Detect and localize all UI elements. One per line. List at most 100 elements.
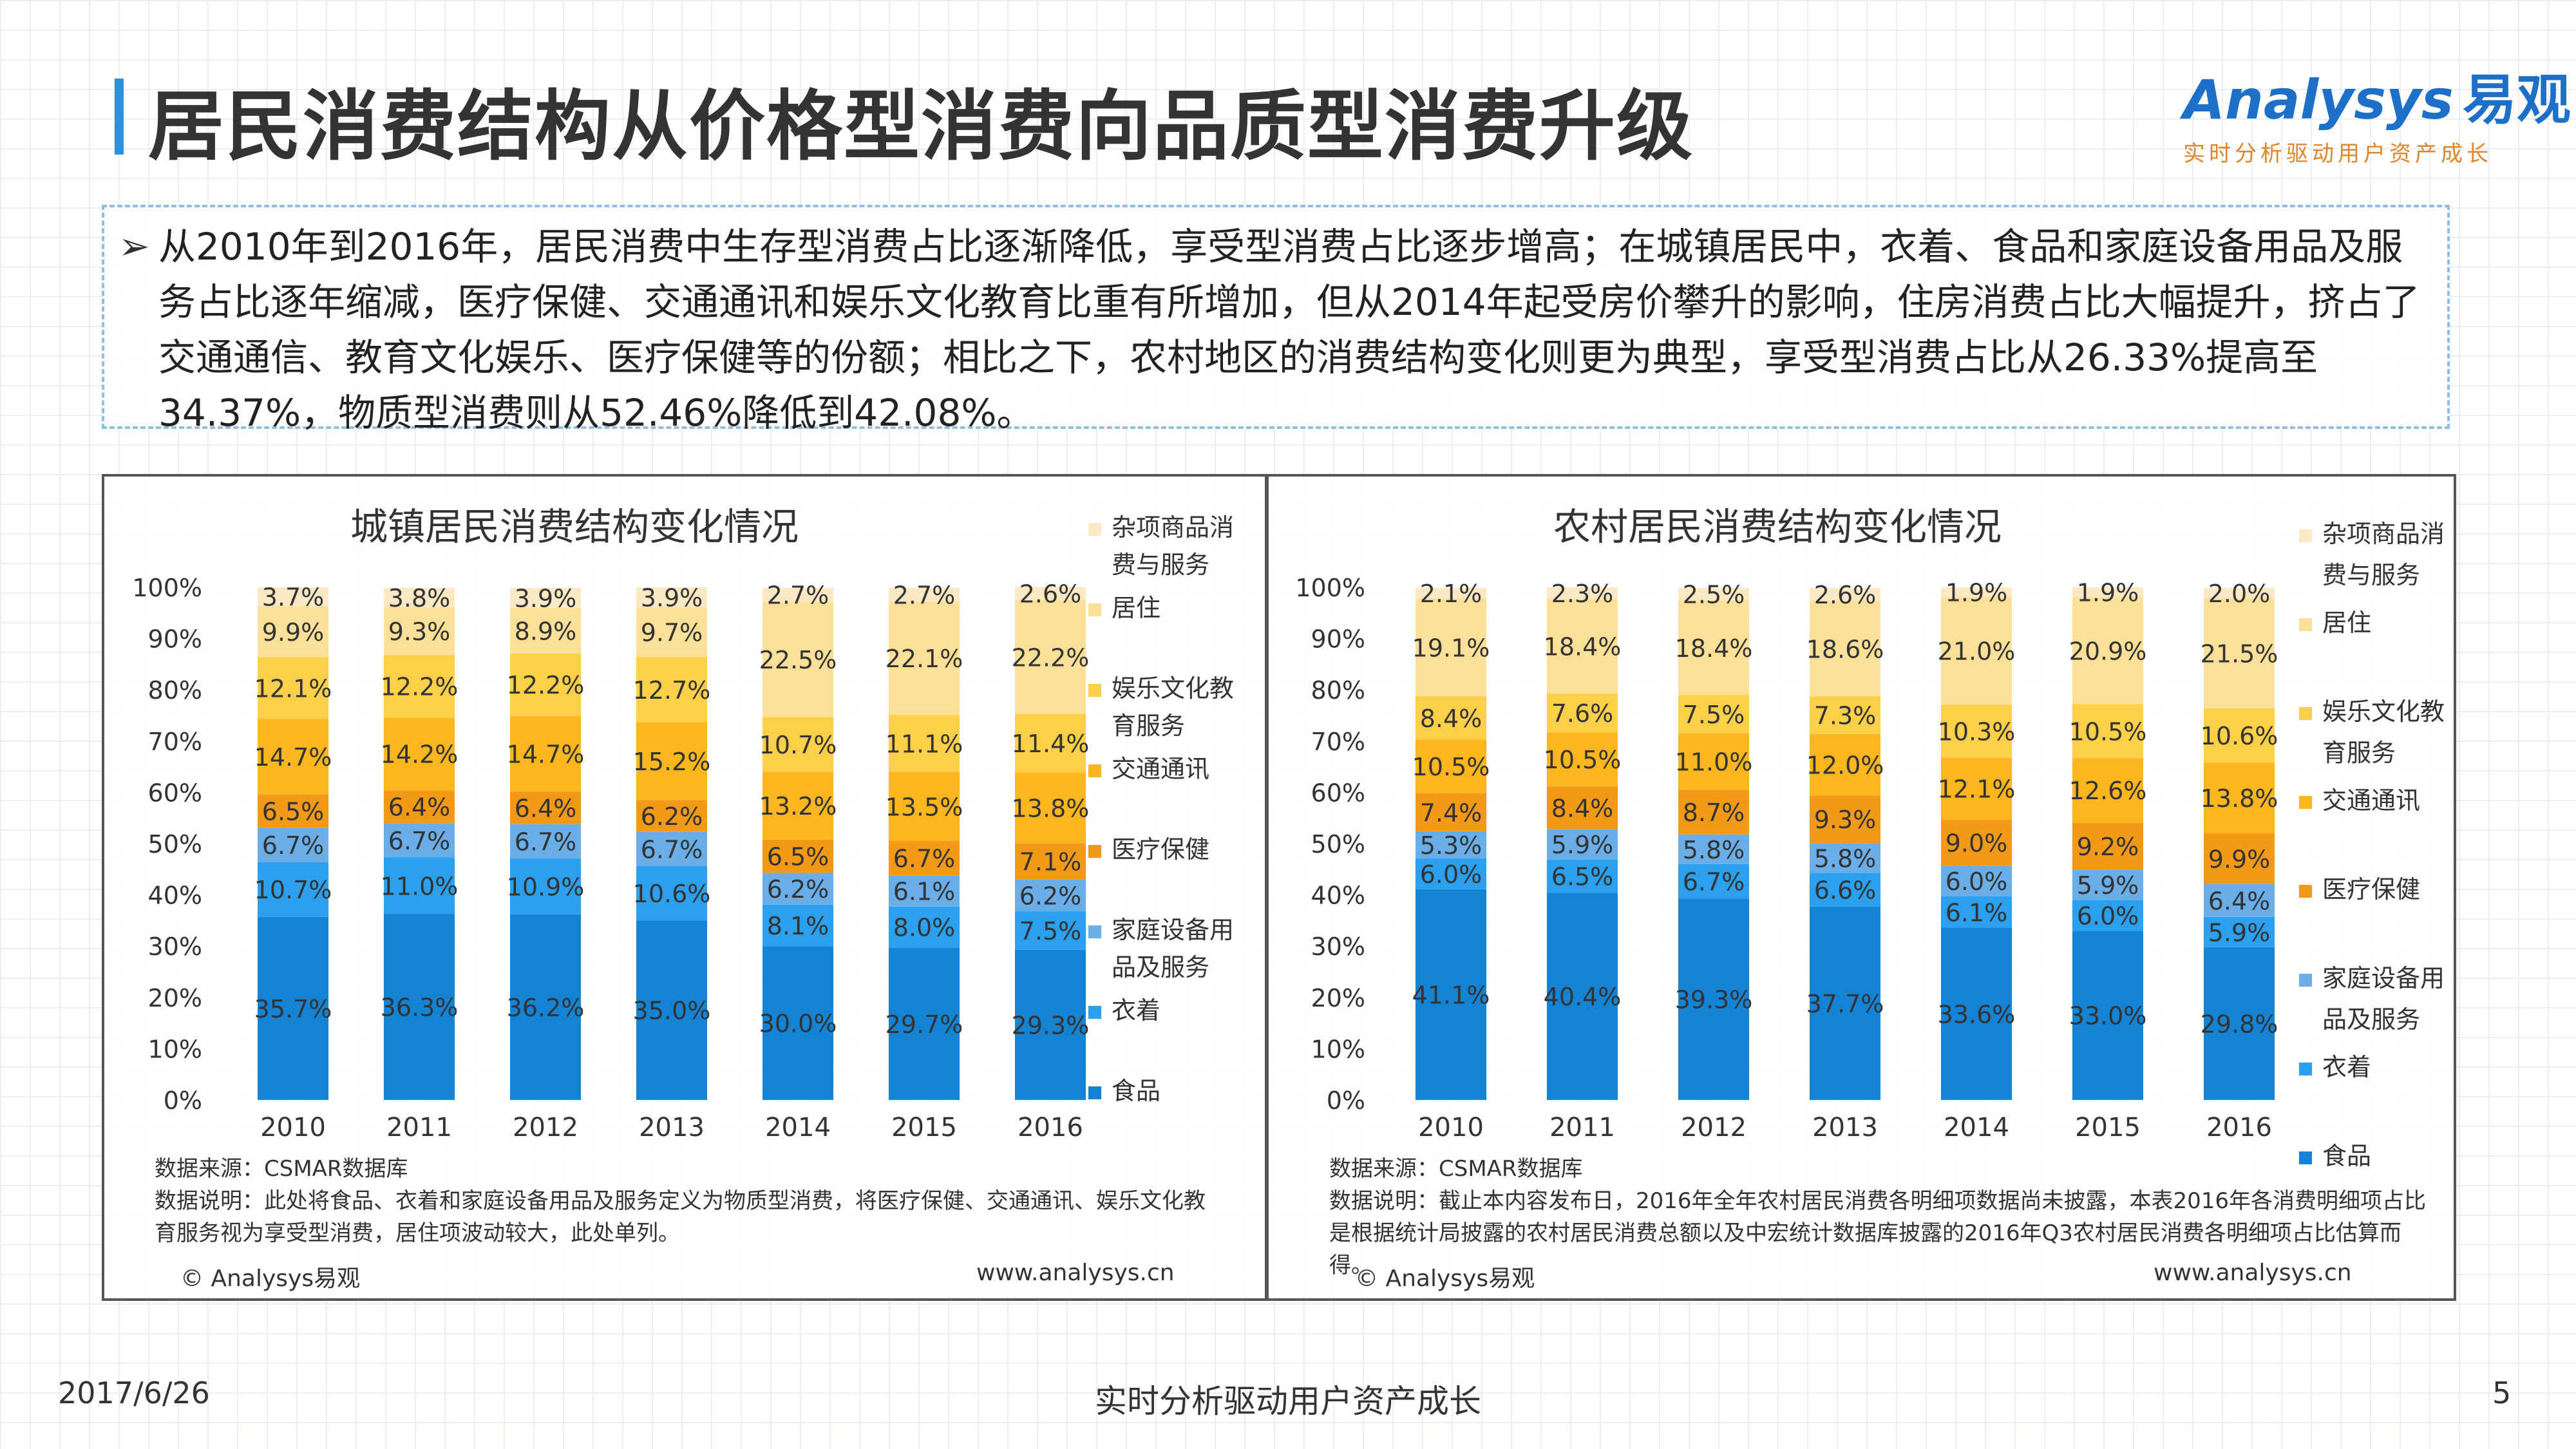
rural-legend-label: 品及服务 [2322,1005,2420,1034]
urban-bar-segment [889,841,960,876]
urban-y-tick-label: 20% [148,984,202,1012]
rural-x-tick-label: 2013 [1812,1113,1878,1142]
urban-x-tick-label: 2014 [765,1113,831,1142]
rural-bar-segment [1678,587,1749,601]
rural-bar-segment [2072,900,2143,931]
rural-data-label: 33.6% [1938,1000,2016,1028]
rural-bar-segment [1941,705,2012,758]
logo-brand-mark: A [2183,68,2226,131]
rural-source: 数据来源：CSMAR数据库 [1329,1156,1583,1182]
rural-y-tick-label: 0% [1327,1086,1365,1115]
rural-bar-segment [1678,834,1749,864]
urban-y-tick-label: 10% [148,1035,202,1063]
rural-legend-swatch [2299,618,2312,631]
urban-data-label: 7.1% [1019,848,1082,876]
rural-bar-segment [1678,733,1749,790]
urban-y-tick-label: 50% [148,830,202,858]
rural-legend-label: 育服务 [2322,739,2396,767]
urban-data-label: 14.7% [507,740,585,768]
rural-data-label: 7.4% [1420,799,1482,827]
rural-bar-segment [2204,587,2275,598]
rural-data-label: 12.1% [1938,775,2016,803]
rural-bar-segment [1678,898,1749,1100]
urban-x-tick-label: 2010 [260,1113,326,1142]
urban-data-label: 12.2% [381,673,459,701]
urban-bar-segment [636,831,707,867]
urban-bar-segment [889,715,960,772]
rural-data-label: 10.5% [1412,753,1490,781]
rural-legend-label: 费与服务 [2322,561,2420,589]
rural-bar-segment [2072,869,2143,900]
rural-copyright: © Analysys易观 [1355,1265,1535,1292]
urban-data-label: 15.2% [633,748,711,776]
urban-bar-segment [510,914,581,1100]
urban-bar-segment [889,947,960,1100]
urban-data-label: 14.7% [254,743,332,772]
urban-bar-segment [1015,843,1086,880]
urban-consumption-chart: 城镇居民消费结构变化情况 0% 10% 20% 30% 40% 50% 60% 70% 80% 90… [132,505,1234,1142]
rural-legend-swatch [2299,974,2312,987]
urban-legend-swatch [1088,1006,1101,1019]
urban-legend-label: 费与服务 [1112,551,1209,579]
rural-data-label: 5.9% [2077,871,2139,900]
urban-legend-swatch [1088,764,1101,777]
urban-bar-segment [636,920,707,1100]
urban-legend-swatch [1088,603,1101,616]
urban-x-tick-label: 2013 [639,1113,705,1142]
urban-y-tick-label: 30% [148,933,202,961]
rural-bar-segment [1941,587,2012,598]
urban-x-tick-label: 2011 [386,1113,452,1142]
rural-notes: 数据来源：CSMAR数据库 数据说明：截止本内容发布日，2016年全年农村居民消… [1329,1153,2437,1282]
page-number: 5 [2492,1376,2512,1410]
rural-data-label: 9.2% [2077,833,2139,861]
urban-data-label: 6.7% [388,827,451,855]
rural-bar-segment [1810,587,1880,601]
urban-y-tick-label: 90% [148,625,202,654]
rural-y-tick-label: 80% [1311,676,1365,705]
rural-x-tick-label: 2010 [1418,1113,1484,1142]
rural-bar-segment [2072,704,2143,759]
urban-data-label: 10.7% [254,876,332,904]
urban-legend-label: 家庭设备用 [1112,916,1234,944]
rural-bar-segment [2072,758,2143,823]
urban-data-label: 35.7% [254,995,332,1023]
rural-data-label: 29.8% [2201,1010,2278,1038]
rural-data-label: 39.3% [1675,986,1753,1014]
rural-bar-segment [2072,597,2143,705]
urban-data-label: 22.2% [1012,643,1090,672]
urban-data-label: 6.7% [515,828,577,856]
rural-bar-segment [1941,896,2012,928]
urban-bar-segment [1015,600,1086,714]
urban-bar-segment [384,857,455,914]
rural-data-label: 7.3% [1814,702,1877,730]
rural-y-tick-label: 90% [1311,625,1365,654]
rural-bar-segment [1941,597,2012,705]
urban-bar-segment [384,587,455,608]
rural-data-label: 33.0% [2069,1002,2147,1030]
urban-chart-title: 城镇居民消费结构变化情况 [350,505,799,549]
rural-chart-panel: 农村居民消费结构变化情况 0% 10% 20% 30% 40% 50% 60% 70% 80% 90… [1266,474,2456,1301]
rural-data-label: 2.3% [1551,580,1614,608]
urban-bar-segment [258,828,328,862]
rural-bar-segment [2204,708,2275,763]
rural-legend-label: 食品 [2322,1142,2371,1170]
urban-bar-segment [636,722,707,800]
urban-bar-segment [258,606,328,658]
rural-y-tick-label: 70% [1311,728,1365,756]
urban-data-label: 8.1% [767,912,829,940]
urban-data-label: 9.3% [388,618,451,646]
rural-bar-segment [1678,790,1749,835]
urban-chart-panel: 城镇居民消费结构变化情况 0% 10% 20% 30% 40% 50% 60% 70% 80% 90… [102,474,1267,1301]
urban-data-label: 3.8% [388,584,451,612]
urban-copyright: © Analysys易观 [180,1265,361,1292]
rural-data-label: 1.9% [2077,579,2139,607]
rural-data-label: 6.0% [1420,860,1482,889]
urban-bar-segment [258,657,328,719]
urban-bar-segment [510,858,581,914]
analysys-logo: Analysys 易观 实时分析驱动用户资产成长 [2183,57,2571,167]
urban-legend-label: 杂项商品消 [1112,513,1234,542]
rural-x-tick-label: 2011 [1549,1113,1615,1142]
rural-y-tick-label: 40% [1311,882,1365,910]
rural-data-label: 5.3% [1420,831,1482,860]
rural-legend-label: 医疗保健 [2322,875,2420,904]
